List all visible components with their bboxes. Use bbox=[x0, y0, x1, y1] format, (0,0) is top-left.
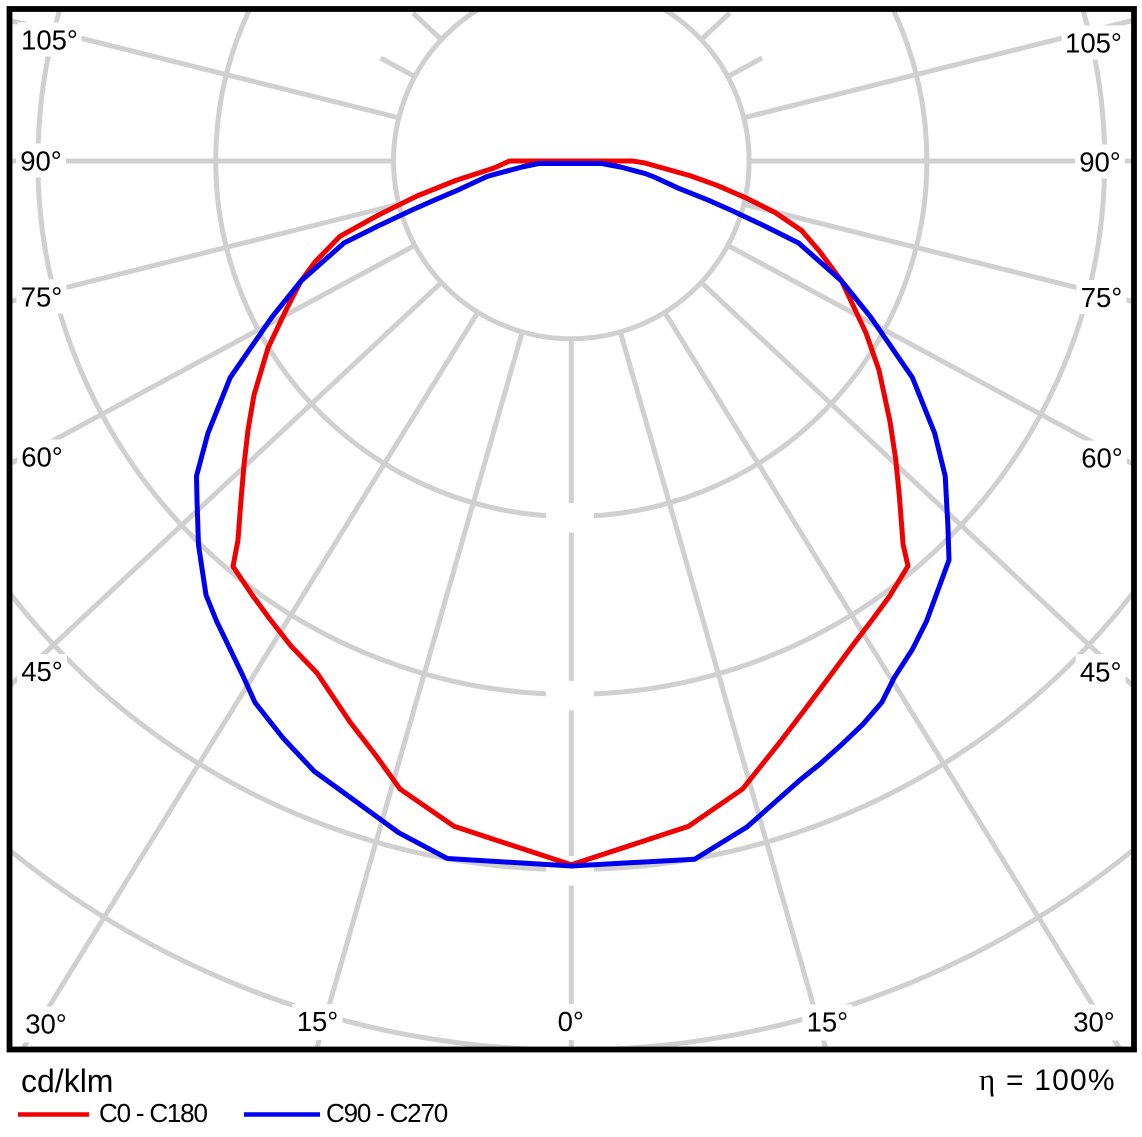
svg-text:90°: 90° bbox=[20, 146, 62, 177]
svg-text:30°: 30° bbox=[25, 1009, 67, 1040]
svg-text:C90 - C270: C90 - C270 bbox=[326, 1098, 448, 1128]
svg-text:15°: 15° bbox=[297, 1006, 339, 1037]
svg-text:75°: 75° bbox=[21, 282, 63, 313]
svg-text:45°: 45° bbox=[21, 656, 63, 687]
svg-text:60°: 60° bbox=[1081, 443, 1123, 474]
svg-text:90°: 90° bbox=[1079, 147, 1121, 178]
svg-text:30°: 30° bbox=[1073, 1007, 1115, 1038]
svg-text:0°: 0° bbox=[558, 1006, 584, 1037]
svg-text:45°: 45° bbox=[1080, 656, 1122, 687]
svg-text:cd/klm: cd/klm bbox=[21, 1063, 113, 1099]
svg-text:105°: 105° bbox=[1065, 28, 1122, 59]
svg-text:60°: 60° bbox=[21, 442, 63, 473]
svg-text:C0 - C180: C0 - C180 bbox=[99, 1098, 207, 1128]
svg-text:75°: 75° bbox=[1081, 282, 1123, 313]
svg-text:η = 100%: η = 100% bbox=[979, 1062, 1116, 1097]
svg-text:15°: 15° bbox=[807, 1007, 849, 1038]
svg-text:105°: 105° bbox=[21, 25, 78, 56]
